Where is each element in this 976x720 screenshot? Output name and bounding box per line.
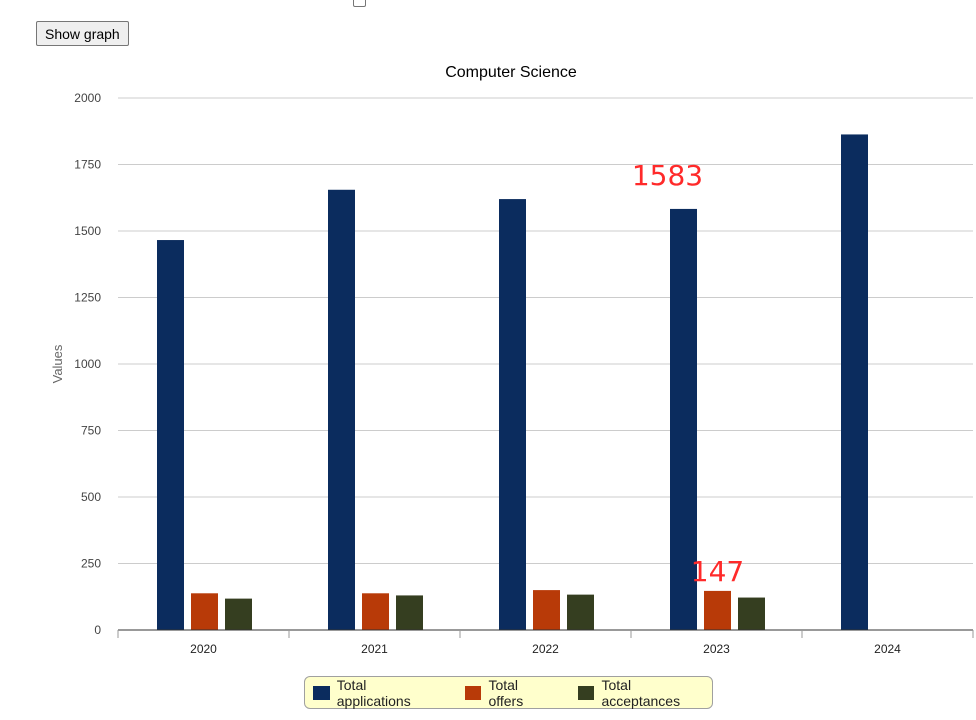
bar-applications-2020 [157, 240, 184, 630]
legend-swatch-offers [464, 685, 482, 700]
bar-offers-2022 [533, 590, 560, 630]
y-tick-label-0: 0 [94, 623, 101, 637]
bar-applications-2024 [841, 134, 868, 630]
x-tick-label-2020: 2020 [190, 642, 217, 656]
bar-applications-2023 [670, 208, 697, 630]
y-tick-label-2000: 2000 [74, 91, 101, 105]
y-tick-label-750: 750 [81, 424, 101, 438]
x-tick-label-2022: 2022 [532, 642, 559, 656]
bar-acceptances-2022 [567, 594, 594, 630]
x-axis: 2020 2021 2022 2023 2024 [117, 629, 974, 656]
chart-legend: Total applications Total offers Total ac… [304, 676, 713, 709]
y-tick-label-500: 500 [81, 490, 101, 504]
bars [157, 134, 868, 630]
annotation-147: 147 [691, 555, 744, 588]
bar-offers-2020 [191, 593, 218, 630]
bar-chart: Computer Science Values 0 250 500 750 1000 12… [50, 64, 974, 656]
legend-label-acceptances: Total acceptances [601, 676, 681, 709]
legend-label-offers: Total offers [488, 676, 524, 709]
bar-acceptances-2020 [225, 598, 252, 630]
y-tick-labels: 0 250 500 750 1000 1250 1500 1750 2000 [74, 91, 101, 637]
y-tick-label-1000: 1000 [74, 357, 101, 371]
legend-swatch-applications [313, 685, 330, 700]
legend-item-applications: Total applications [313, 677, 443, 709]
y-tick-label-1750: 1750 [74, 158, 101, 172]
legend-item-acceptances: Total acceptances [577, 676, 712, 709]
chart-title: Computer Science [445, 64, 577, 81]
legend-item-offers: Total offers [464, 676, 556, 709]
x-tick-label-2023: 2023 [703, 642, 730, 656]
y-tick-label-250: 250 [81, 557, 101, 571]
bar-acceptances-2023 [738, 597, 765, 630]
bar-offers-2021 [362, 593, 389, 630]
x-tick-label-2024: 2024 [874, 642, 901, 656]
bar-applications-2022 [499, 199, 526, 630]
annotations: 1583 147 [632, 159, 744, 588]
bar-acceptances-2021 [396, 595, 423, 630]
legend-swatch-acceptances [577, 685, 595, 700]
y-tick-label-1250: 1250 [74, 291, 101, 305]
bar-offers-2023 [704, 590, 731, 630]
show-graph-button[interactable]: Show graph [36, 21, 129, 46]
legend-label-applications: Total applications [336, 676, 411, 709]
annotation-1583: 1583 [632, 159, 703, 192]
x-tick-label-2021: 2021 [361, 642, 388, 656]
top-checkbox[interactable] [353, 0, 366, 7]
gridlines [118, 97, 973, 564]
bar-applications-2021 [328, 189, 355, 630]
y-axis-label: Values [50, 344, 65, 383]
y-tick-label-1500: 1500 [74, 224, 101, 238]
